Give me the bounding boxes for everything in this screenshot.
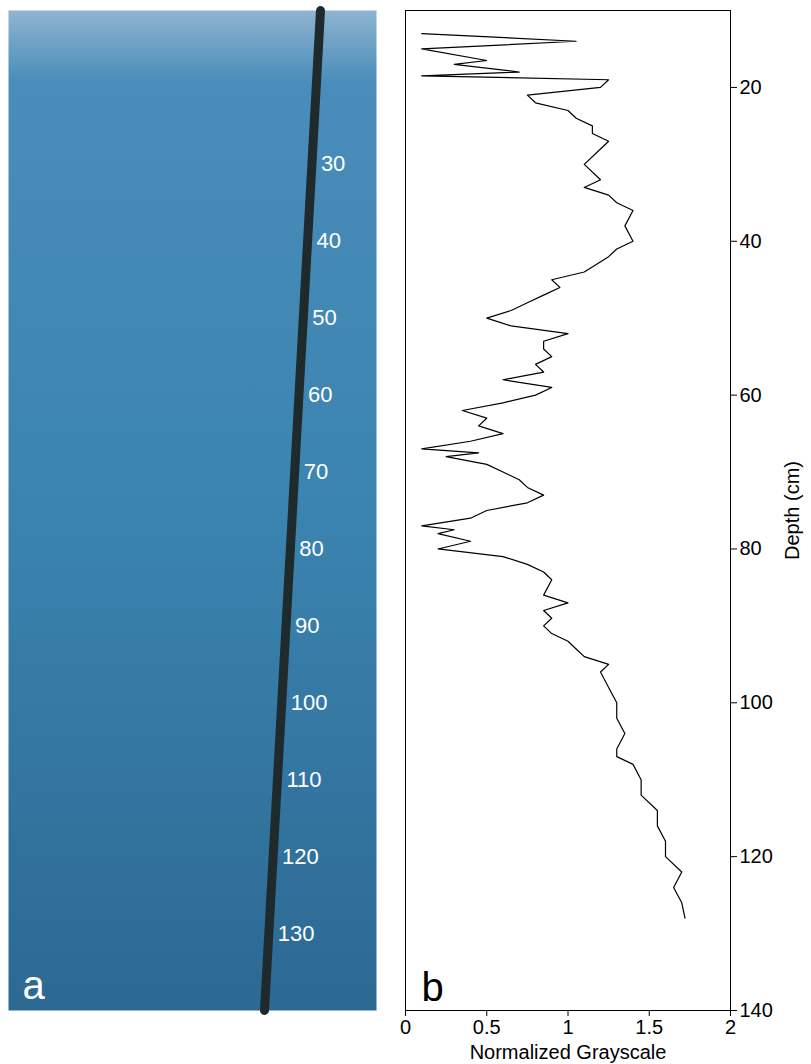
svg-text:1: 1 — [562, 1016, 573, 1038]
svg-text:140: 140 — [740, 999, 773, 1021]
svg-text:0: 0 — [400, 1016, 411, 1038]
svg-text:30: 30 — [321, 151, 345, 176]
svg-text:40: 40 — [317, 228, 341, 253]
svg-text:60: 60 — [740, 384, 762, 406]
svg-text:2: 2 — [725, 1016, 736, 1038]
svg-text:130: 130 — [278, 921, 315, 946]
svg-text:110: 110 — [286, 767, 321, 792]
svg-text:1.5: 1.5 — [635, 1016, 663, 1038]
svg-text:b: b — [422, 965, 444, 1009]
svg-text:20: 20 — [740, 76, 762, 98]
svg-text:50: 50 — [312, 305, 336, 330]
svg-text:120: 120 — [282, 844, 319, 869]
svg-text:a: a — [23, 963, 46, 1007]
svg-text:80: 80 — [740, 537, 762, 559]
svg-text:100: 100 — [740, 691, 773, 713]
svg-text:100: 100 — [291, 690, 328, 715]
svg-text:90: 90 — [295, 613, 319, 638]
svg-text:Depth (cm): Depth (cm) — [781, 461, 803, 560]
svg-text:80: 80 — [299, 536, 323, 561]
svg-text:120: 120 — [740, 845, 773, 867]
svg-text:0.5: 0.5 — [473, 1016, 501, 1038]
svg-text:Normalized Grayscale: Normalized Grayscale — [470, 1041, 667, 1063]
svg-text:60: 60 — [308, 382, 332, 407]
svg-text:70: 70 — [304, 459, 328, 484]
svg-text:40: 40 — [740, 230, 762, 252]
